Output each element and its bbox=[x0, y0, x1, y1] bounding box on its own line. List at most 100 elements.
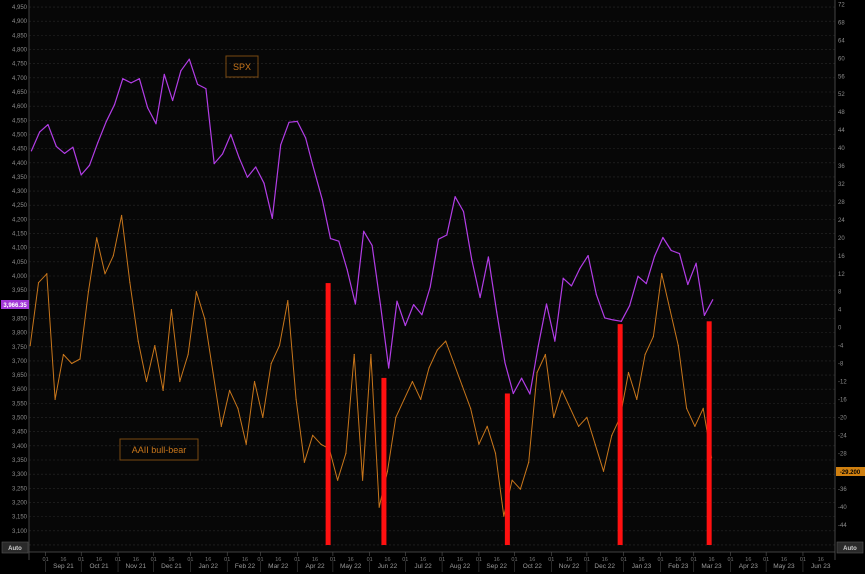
month-label: Mar 23 bbox=[701, 563, 722, 570]
right-tick-label: 20 bbox=[838, 236, 845, 242]
data-point bbox=[396, 300, 398, 302]
spx-legend: SPX bbox=[225, 55, 259, 78]
right-auto-button[interactable]: Auto bbox=[836, 541, 864, 554]
data-point bbox=[263, 182, 265, 184]
data-point bbox=[288, 121, 290, 123]
spx-value-flag-label: 3,966.35 bbox=[3, 303, 27, 309]
data-point bbox=[604, 317, 606, 319]
data-point bbox=[147, 107, 149, 109]
right-auto-button-label[interactable]: Auto bbox=[843, 546, 857, 552]
day-tick-label: 16 bbox=[675, 557, 681, 563]
signal-bar bbox=[706, 321, 712, 545]
data-point bbox=[712, 299, 714, 301]
left-auto-button[interactable]: Auto bbox=[1, 541, 29, 554]
left-tick-label: 4,000 bbox=[12, 274, 28, 280]
data-point bbox=[47, 123, 49, 126]
right-tick-label: -16 bbox=[838, 397, 847, 403]
signal-bar bbox=[325, 283, 331, 545]
right-auto-button-bg[interactable] bbox=[836, 541, 864, 554]
month-label: Nov 22 bbox=[559, 563, 580, 570]
data-point bbox=[586, 416, 588, 418]
left-tick-label: 4,150 bbox=[12, 232, 28, 238]
month-label: Sep 21 bbox=[53, 563, 74, 570]
day-tick-label: 16 bbox=[529, 557, 535, 563]
data-point bbox=[46, 273, 48, 275]
data-point bbox=[462, 210, 465, 213]
data-point bbox=[503, 515, 505, 517]
data-point bbox=[270, 362, 272, 365]
month-label: Jun 23 bbox=[811, 563, 831, 570]
right-tick-label: -40 bbox=[838, 505, 847, 511]
data-point bbox=[612, 319, 614, 321]
data-point bbox=[287, 300, 289, 302]
data-point bbox=[388, 367, 390, 369]
data-point bbox=[569, 407, 571, 409]
left-tick-label: 3,200 bbox=[12, 500, 28, 506]
data-point bbox=[29, 344, 31, 347]
data-point bbox=[180, 70, 182, 72]
data-point bbox=[320, 443, 322, 445]
data-point bbox=[79, 358, 81, 360]
data-point bbox=[62, 353, 65, 356]
data-point bbox=[237, 407, 239, 409]
data-point bbox=[345, 452, 347, 454]
left-tick-label: 4,500 bbox=[12, 132, 28, 138]
data-point bbox=[678, 253, 681, 255]
spx-value-flag: 3,966.35 bbox=[1, 300, 29, 309]
left-tick-label: 4,250 bbox=[12, 203, 28, 209]
data-point bbox=[361, 479, 364, 481]
data-point bbox=[694, 425, 696, 427]
left-auto-button-label[interactable]: Auto bbox=[8, 546, 22, 552]
left-auto-button-bg[interactable] bbox=[1, 541, 29, 554]
data-point bbox=[487, 256, 489, 258]
day-tick-label: 01 bbox=[763, 557, 769, 563]
right-tick-label: 72 bbox=[838, 2, 845, 8]
left-tick-label: 3,600 bbox=[12, 387, 28, 393]
left-tick-label: 4,750 bbox=[12, 62, 28, 68]
data-point bbox=[337, 479, 339, 481]
data-point bbox=[353, 353, 355, 356]
month-label: Apr 22 bbox=[305, 563, 325, 570]
data-point bbox=[445, 340, 447, 342]
day-tick-label: 16 bbox=[168, 557, 174, 563]
data-point bbox=[436, 349, 438, 351]
right-tick-label: 36 bbox=[838, 164, 845, 170]
left-tick-label: 4,600 bbox=[12, 104, 28, 110]
left-tick-label: 3,400 bbox=[12, 444, 28, 450]
day-tick-label: 01 bbox=[439, 557, 445, 563]
day-tick-label: 16 bbox=[566, 557, 572, 563]
day-tick-label: 16 bbox=[638, 557, 644, 563]
right-tick-label: 56 bbox=[838, 74, 845, 80]
data-point bbox=[196, 83, 199, 85]
data-point bbox=[411, 380, 414, 383]
left-tick-label: 3,250 bbox=[12, 486, 28, 492]
data-point bbox=[312, 434, 314, 436]
data-point bbox=[587, 255, 589, 257]
data-point bbox=[137, 340, 139, 342]
left-tick-label: 3,800 bbox=[12, 331, 28, 337]
signal-bar bbox=[504, 393, 510, 545]
month-label: Dec 22 bbox=[594, 563, 615, 570]
left-tick-label: 4,900 bbox=[12, 19, 28, 25]
right-tick-label: 52 bbox=[838, 92, 845, 98]
data-point bbox=[37, 282, 40, 284]
aaii-series bbox=[29, 214, 713, 517]
left-tick-label: 3,700 bbox=[12, 359, 28, 365]
data-point bbox=[421, 314, 423, 316]
month-label: Feb 22 bbox=[235, 563, 256, 570]
month-label: Sep 22 bbox=[486, 563, 507, 570]
data-point bbox=[303, 461, 305, 463]
data-point bbox=[213, 163, 215, 165]
data-point bbox=[653, 255, 656, 257]
day-tick-label: 16 bbox=[242, 557, 248, 563]
data-point bbox=[577, 425, 580, 427]
day-tick-label: 16 bbox=[348, 557, 354, 563]
data-point bbox=[230, 133, 232, 136]
month-label: Jun 22 bbox=[378, 563, 398, 570]
day-tick-label: 16 bbox=[818, 557, 824, 563]
data-point bbox=[602, 470, 605, 472]
left-tick-label: 4,800 bbox=[12, 48, 28, 54]
data-point bbox=[403, 398, 405, 401]
day-tick-label: 16 bbox=[494, 557, 500, 563]
month-label: May 22 bbox=[340, 563, 362, 570]
